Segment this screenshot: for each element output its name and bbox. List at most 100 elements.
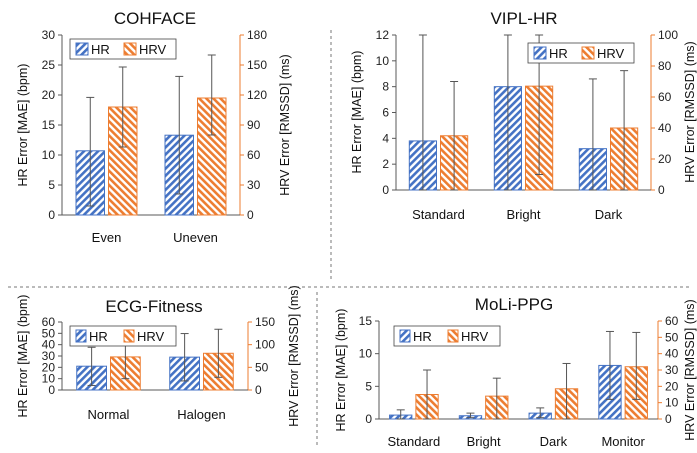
x-category-label: Standard: [412, 207, 465, 222]
y-tick-label: 2: [382, 157, 389, 171]
y2-tick-label: 120: [247, 88, 267, 102]
x-category-label: Dark: [595, 207, 623, 222]
y-tick-label: 5: [48, 178, 55, 192]
y-tick-label: 4: [382, 131, 389, 145]
y-tick-label: 12: [376, 28, 390, 42]
y2-tick-label: 30: [665, 363, 679, 377]
legend-label: HRV: [137, 329, 165, 344]
legend-label: HR: [413, 329, 432, 344]
y-tick-label: 10: [376, 54, 390, 68]
y-axis-label: HR Error [MAE] (bpm): [16, 295, 30, 418]
chart-title: VIPL-HR: [490, 9, 557, 28]
legend-label: HRV: [597, 46, 625, 61]
y2-tick-label: 40: [665, 347, 679, 361]
y2-axis-label: HRV Error [RMSSD] (ms): [278, 54, 292, 195]
y-tick-label: 60: [42, 315, 56, 329]
y-tick-label: 30: [42, 349, 56, 363]
y-tick-label: 5: [365, 379, 372, 393]
legend-label: HR: [89, 329, 108, 344]
x-category-label: Even: [92, 230, 122, 245]
y-tick-label: 8: [382, 80, 389, 94]
y2-tick-label: 80: [658, 59, 672, 73]
y2-tick-label: 180: [247, 28, 267, 42]
y2-axis-label: HRV Error [RMSSD] (ms): [683, 41, 697, 182]
y2-tick-label: 60: [658, 90, 672, 104]
legend: HR HRV: [393, 325, 501, 347]
y-tick-label: 15: [359, 314, 373, 328]
y2-tick-label: 20: [658, 152, 672, 166]
y2-tick-label: 0: [247, 208, 254, 222]
hr-legend-swatch: [75, 42, 89, 56]
y-tick-label: 10: [42, 148, 56, 162]
legend-box: [527, 42, 635, 64]
legend-label: HRV: [461, 329, 489, 344]
y-tick-label: 0: [48, 208, 55, 222]
chart-1: VIPL-HR 0 2 4 6 8 10 12 0 20 40 60 80 100 HR Error [MA…: [350, 9, 697, 222]
x-category-label: Uneven: [173, 230, 218, 245]
y2-tick-label: 100: [658, 28, 678, 42]
y-axis-label: HR Error [MAE] (bpm): [334, 309, 348, 432]
y2-tick-label: 150: [247, 58, 267, 72]
y2-tick-label: 100: [255, 338, 275, 352]
y2-tick-label: 0: [658, 183, 665, 197]
hrv-legend-swatch: [447, 329, 459, 343]
x-category-label: Normal: [88, 407, 130, 422]
y2-tick-label: 90: [247, 118, 261, 132]
legend-label: HR: [549, 46, 568, 61]
y2-tick-label: 40: [658, 121, 672, 135]
y2-axis-label: HRV Error [RMSSD] (ms): [287, 285, 301, 426]
legend: HR HRV: [69, 325, 177, 347]
legend-label: HRV: [139, 42, 167, 57]
y-tick-label: 50: [42, 326, 56, 340]
y2-tick-label: 60: [665, 314, 679, 328]
hrv-legend-swatch: [123, 42, 137, 56]
y-tick-label: 25: [42, 58, 56, 72]
legend-box: [393, 325, 501, 347]
y2-tick-label: 30: [247, 178, 261, 192]
x-category-label: Dark: [540, 434, 568, 449]
y-tick-label: 10: [42, 372, 56, 386]
y2-axis-label: HRV Error [RMSSD] (ms): [683, 299, 697, 440]
y2-tick-label: 10: [665, 396, 679, 410]
y-tick-label: 0: [365, 412, 372, 426]
legend: HR HRV: [69, 38, 177, 60]
chart-title: ECG-Fitness: [105, 297, 202, 316]
y-tick-label: 30: [42, 28, 56, 42]
hrv-legend-swatch: [581, 46, 595, 60]
y-tick-label: 15: [42, 118, 56, 132]
y2-tick-label: 150: [255, 315, 275, 329]
y2-tick-label: 50: [255, 360, 269, 374]
chart-title: MoLi-PPG: [475, 295, 553, 314]
y-tick-label: 10: [359, 347, 373, 361]
y-tick-label: 0: [382, 183, 389, 197]
hrv-legend-swatch: [123, 329, 135, 343]
chart-title: COHFACE: [114, 9, 196, 28]
x-category-label: Monitor: [601, 434, 645, 449]
legend: HR HRV: [527, 42, 635, 64]
legend-box: [69, 38, 177, 60]
y-tick-label: 20: [42, 360, 56, 374]
x-category-label: Halogen: [177, 407, 225, 422]
y-tick-label: 6: [382, 106, 389, 120]
x-category-label: Bright: [467, 434, 501, 449]
y2-tick-label: 0: [255, 383, 262, 397]
hr-legend-swatch: [75, 329, 87, 343]
legend-label: HR: [91, 42, 110, 57]
hr-legend-swatch: [533, 46, 547, 60]
x-category-label: Standard: [387, 434, 440, 449]
y2-tick-label: 50: [665, 330, 679, 344]
y2-tick-label: 0: [665, 412, 672, 426]
chart-0: COHFACE 0 5 10 15 20 25 30 0 30 60 90 120 150 180 HR Er…: [16, 9, 292, 245]
y2-tick-label: 60: [247, 148, 261, 162]
y-axis-label: HR Error [MAE] (bpm): [16, 64, 30, 187]
y-tick-label: 40: [42, 338, 56, 352]
y-axis-label: HR Error [MAE] (bpm): [350, 51, 364, 174]
hrv-bar: [197, 97, 227, 216]
chart-3: MoLi-PPG 0 5 10 15 0 10 20 30 40 50 60 HR Error [MAE…: [334, 295, 697, 449]
y2-tick-label: 20: [665, 379, 679, 393]
y-tick-label: 20: [42, 88, 56, 102]
y-tick-label: 0: [48, 383, 55, 397]
x-category-label: Bright: [507, 207, 541, 222]
